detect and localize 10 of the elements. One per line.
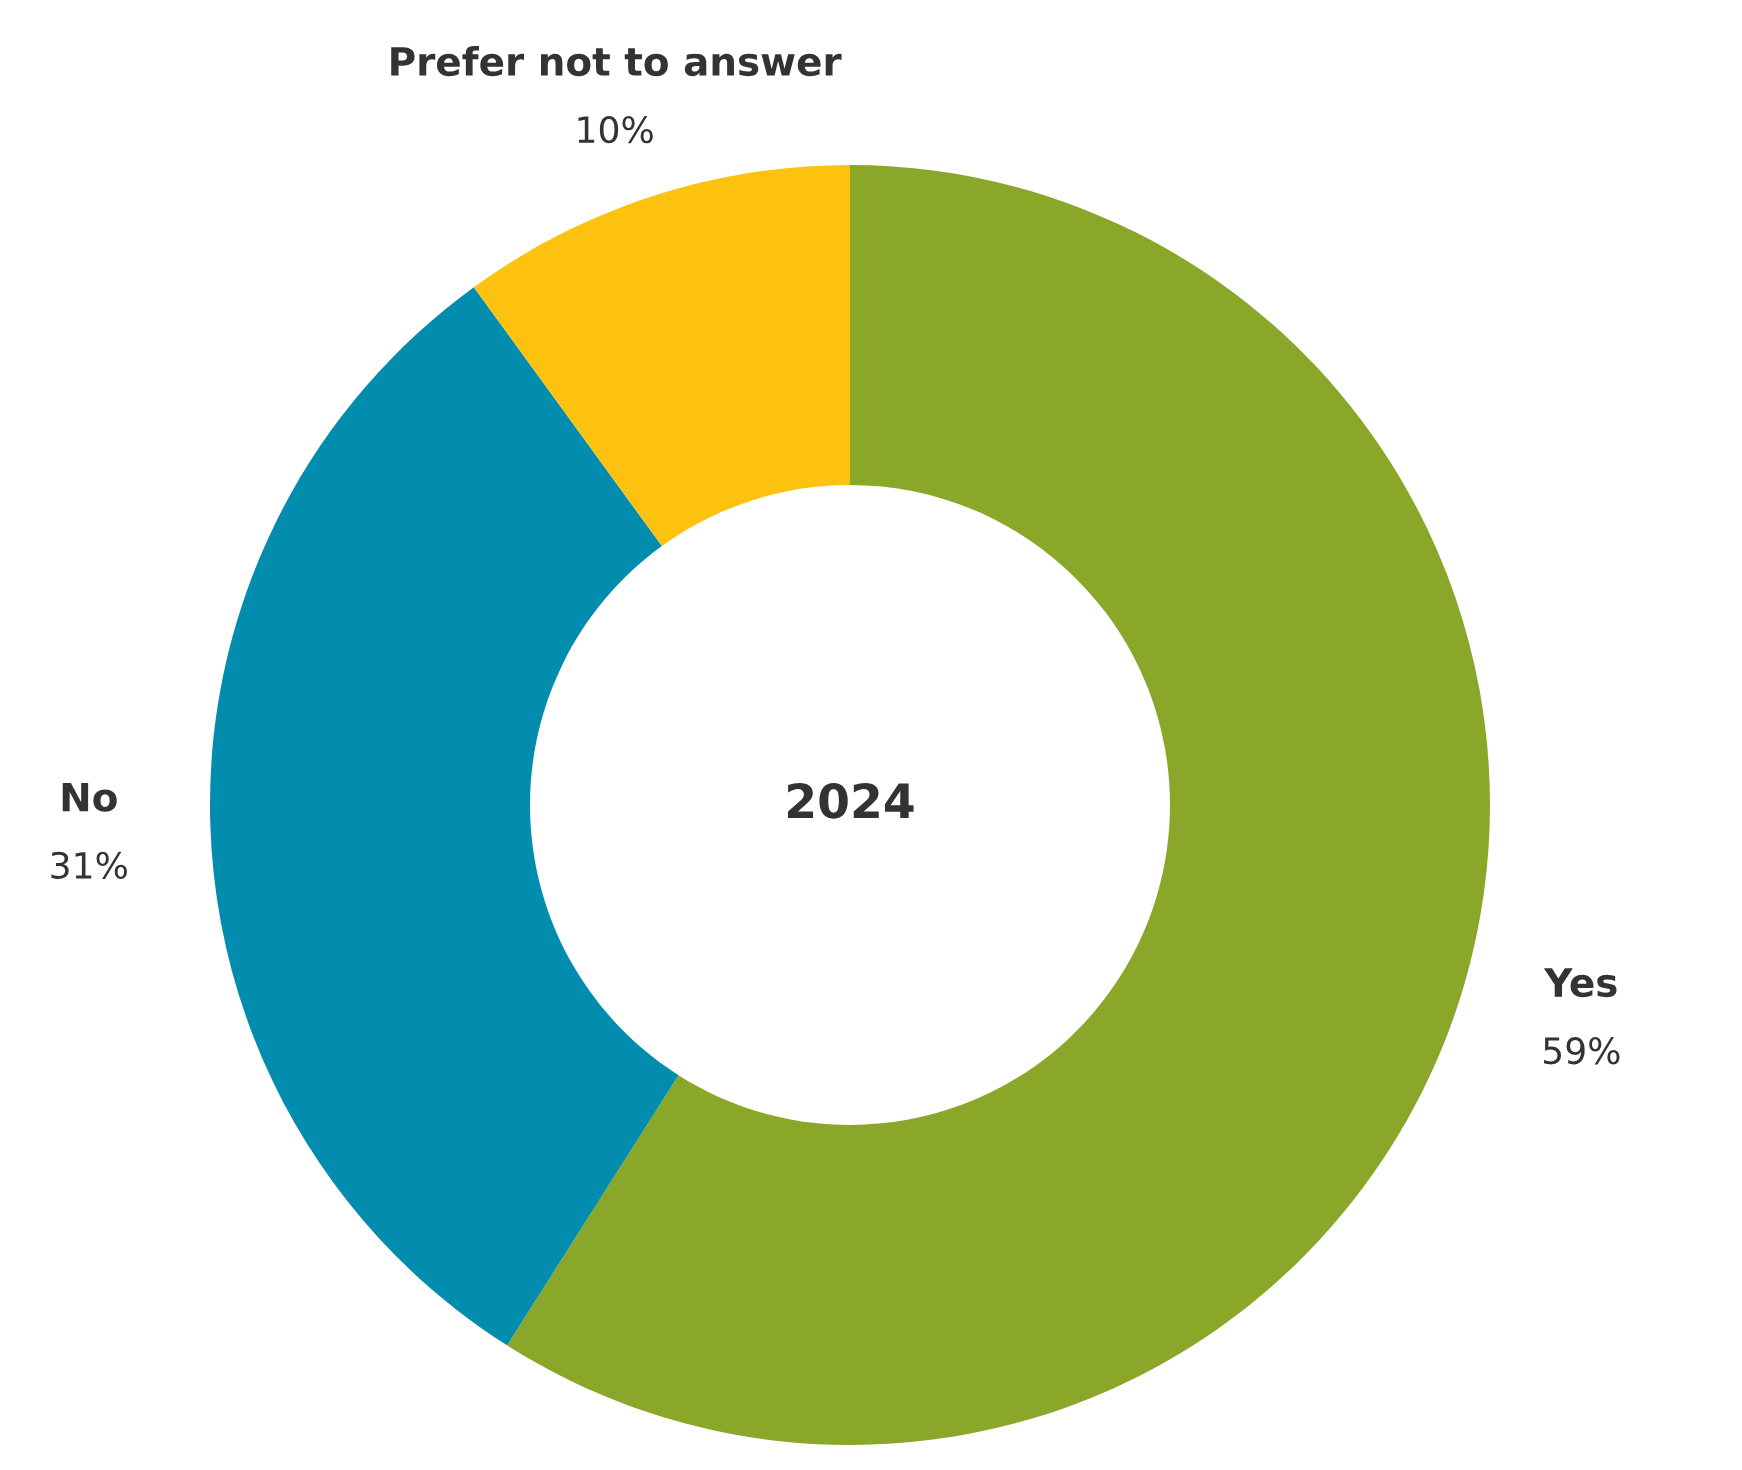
slice-label: Prefer not to answer xyxy=(391,46,842,77)
slice-label: No xyxy=(62,782,117,812)
slice-label: Yes xyxy=(1543,968,1617,998)
data-label: 59% xyxy=(1544,1037,1620,1065)
donut-slice xyxy=(473,165,850,547)
donut-slice xyxy=(507,165,1490,1445)
text: 2024 xyxy=(788,782,914,819)
donut-slice xyxy=(210,287,679,1346)
data-label: 10% xyxy=(578,116,653,144)
data-label: 31% xyxy=(51,851,127,879)
